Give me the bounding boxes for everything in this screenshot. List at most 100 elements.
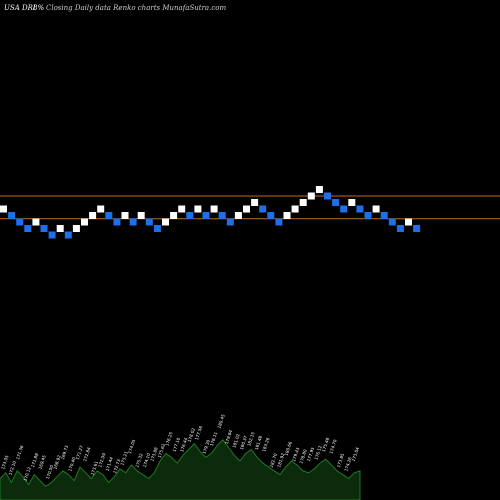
ticker-label: USA DRI [4,4,36,12]
renko-brick-down [153,225,161,232]
price-label: 177.10 [172,437,181,453]
price-label: 176.25 [164,431,173,447]
renko-brick-down [218,212,226,219]
renko-brick-down [8,212,16,219]
price-label: 173.88 [149,446,158,462]
price-label: 169.45 [37,454,46,470]
renko-brick-down [340,205,348,213]
price-label: 178.02 [187,427,196,443]
renko-brick-down [202,212,210,219]
chart-description: Closing Daily data Renko charts MunafaSu… [46,4,226,12]
renko-brick-up [170,212,178,219]
price-label: 173.85 [336,452,345,468]
price-label: 171.44 [105,456,114,472]
price-label: 175.48 [321,437,330,453]
renko-brick-up [405,218,412,226]
price-label: 176.12 [313,445,322,461]
renko-brick-down [186,212,194,219]
renko-brick-up [32,218,40,226]
renko-brick-up [121,212,129,219]
renko-brick-up [72,225,80,232]
price-label: 182.70 [269,452,278,468]
price-label: 174.05 [127,439,136,455]
volume-area-path [0,439,361,500]
renko-brick-up [0,205,7,213]
price-label: 172.10 [8,460,17,476]
price-label: 171.36 [15,444,24,460]
renko-brick-down [356,205,364,213]
renko-brick-down [40,225,48,232]
price-label: 175.32 [134,452,143,468]
renko-brick-down [324,192,331,200]
price-label: 172.09 [97,452,106,468]
renko-brick-up [89,212,97,219]
price-label: 171.27 [75,445,84,461]
renko-brick-up [291,205,299,213]
renko-brick-down [129,218,137,226]
renko-brick-up [299,199,307,206]
price-label: 169.73 [60,444,69,460]
renko-brick-down [24,225,32,232]
price-label: 183.26 [261,437,270,453]
renko-brick-up [137,212,145,219]
renko-brick-up [178,205,186,213]
price-label: 170.50 [45,464,54,480]
price-label: 180.45 [216,413,225,429]
price-label: 175.62 [157,443,166,459]
renko-brick-up [315,186,323,193]
price-label: 179.30 [202,439,211,455]
renko-brick-down [64,231,72,239]
chart-header: USA DRI 8% Closing Daily data Renko char… [4,4,226,12]
price-label: 171.88 [30,452,39,468]
renko-brick-down [364,212,372,219]
price-label: 180.66 [284,441,293,457]
price-label: 181.92 [276,452,285,468]
renko-brick-down [48,231,56,239]
renko-brick-up [81,218,88,226]
renko-brick-down [113,218,121,226]
renko-brick-down [396,225,404,232]
price-label: 174.26 [343,456,352,472]
price-label: 177.95 [306,446,315,462]
renko-bricks [0,186,421,239]
renko-brick-down [226,218,234,226]
price-label: 173.61 [90,460,99,476]
renko-brick-down [16,218,24,226]
renko-brick-down [145,218,153,226]
price-label: 170.40 [67,456,76,472]
renko-brick-down [332,199,340,206]
price-label: 177.56 [194,425,203,441]
renko-brick-down [413,225,421,232]
renko-brick-down [380,212,388,219]
renko-brick-down [105,212,113,219]
renko-brick-up [348,199,356,206]
renko-brick-down [267,212,275,219]
renko-brick-down [259,205,267,213]
price-label: 176.44 [179,437,188,453]
price-label: 173.04 [351,446,360,462]
renko-brick-up [283,212,291,219]
price-label: 168.92 [52,454,61,470]
volume-area [0,439,361,500]
renko-brick-up [56,225,64,232]
renko-brick-up [97,205,105,213]
renko-brick-up [162,218,169,226]
price-label: 170.12 [23,466,32,482]
price-label: 172.84 [82,446,91,462]
renko-brick-up [243,205,250,213]
renko-brick-down [275,218,283,226]
price-label: 178.11 [209,431,218,447]
price-label: 174.10 [142,452,151,468]
change-label: 8% [33,4,44,12]
price-label: 181.48 [254,435,263,451]
renko-brick-up [251,199,259,206]
price-label: 180.37 [239,435,248,451]
price-labels: 173.05172.10171.36170.12171.88169.45170.… [0,413,360,481]
renko-brick-down [388,218,396,226]
renko-brick-up [194,205,202,213]
price-label: 181.02 [231,433,240,449]
price-label: 174.70 [328,439,337,455]
price-label: 172.73 [112,458,121,474]
price-label: 179.84 [224,429,233,445]
